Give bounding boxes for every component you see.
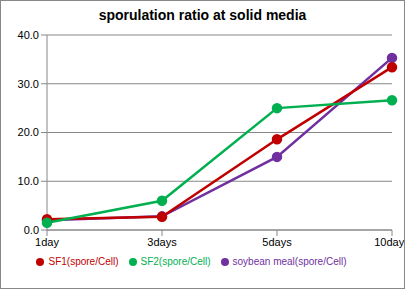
html-text:sporulation ratio at solid med: sporulation ratio at solid media [98, 7, 307, 23]
html-text:SF2(spore/Cell): SF2(spore/Cell) [140, 256, 211, 267]
svg-text:10days: 10days [374, 236, 397, 248]
svg-text:0.0: 0.0 [24, 224, 39, 236]
html-text:SF1(spore/Cell): SF1(spore/Cell) [48, 256, 119, 267]
svg-text:40.0: 40.0 [18, 29, 39, 41]
svg-text:1day: 1day [35, 236, 59, 248]
svg-text:20.0: 20.0 [18, 126, 39, 138]
svg-text:3days: 3days [147, 236, 177, 248]
svg-text:30.0: 30.0 [18, 78, 39, 90]
html-text:soybean meal(spore/Cell): soybean meal(spore/Cell) [232, 256, 347, 267]
svg-text:5days: 5days [262, 236, 292, 248]
svg-text:10.0: 10.0 [18, 175, 39, 187]
